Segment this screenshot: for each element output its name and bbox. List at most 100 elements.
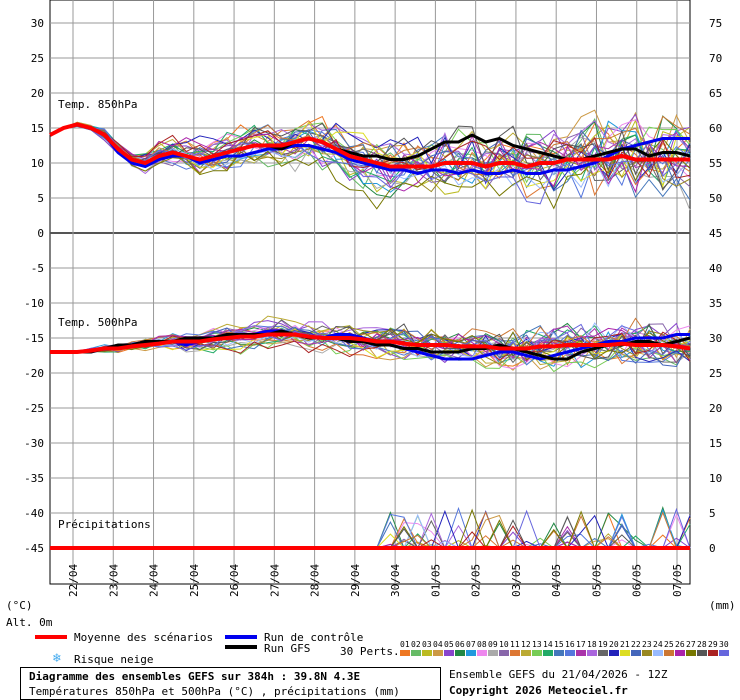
pert-swatch xyxy=(466,650,476,656)
right-tick-label: 35 xyxy=(709,297,722,310)
gfs-run-500-line xyxy=(50,329,691,361)
pert-number: 01 xyxy=(400,640,410,649)
left-tick-label: -35 xyxy=(24,472,44,485)
chart-grid xyxy=(49,0,691,585)
right-tick-label: 20 xyxy=(709,402,722,415)
left-tick-label: 10 xyxy=(31,157,44,170)
pert-swatch xyxy=(565,650,575,656)
left-tick-label: -40 xyxy=(24,507,44,520)
right-tick-label: 75 xyxy=(709,17,722,30)
date-tick-label: 06/05 xyxy=(631,564,644,597)
left-tick-label: 20 xyxy=(31,87,44,100)
date-tick-label: 01/05 xyxy=(429,564,442,597)
right-tick-label: 0 xyxy=(709,542,716,555)
date-tick-label: 26/04 xyxy=(228,564,241,597)
info-box: Diagramme des ensembles GEFS sur 384h : … xyxy=(20,667,441,700)
pert-number: 26 xyxy=(675,640,685,649)
pert-number: 21 xyxy=(620,640,630,649)
legend-mean-label: Moyenne des scénarios xyxy=(74,631,213,644)
pert-number: 27 xyxy=(686,640,696,649)
pert-number: 12 xyxy=(521,640,531,649)
pert-swatch xyxy=(433,650,443,656)
pert-swatch xyxy=(422,650,432,656)
date-axis-ticks: 22/04 23/04 24/04 25/04 26/04 27/04 28/04 29/04… xyxy=(67,564,684,597)
date-tick-label: 29/04 xyxy=(349,564,362,597)
pert-number: 20 xyxy=(609,640,619,649)
pert-number: 17 xyxy=(576,640,586,649)
member-line xyxy=(49,124,691,190)
left-tick-label: -30 xyxy=(24,437,44,450)
pert-number: 16 xyxy=(565,640,575,649)
pert-swatch xyxy=(598,650,608,656)
pert-swatch xyxy=(587,650,597,656)
pert-swatch xyxy=(686,650,696,656)
main-run-lines xyxy=(49,122,691,550)
right-tick-label: 15 xyxy=(709,437,722,450)
left-tick-label: 0 xyxy=(37,227,44,240)
pert-swatch xyxy=(576,650,586,656)
pert-swatch xyxy=(609,650,619,656)
pert-number: 24 xyxy=(653,640,663,649)
legend-control-label: Run de contrôle xyxy=(264,631,363,644)
left-tick-label: 5 xyxy=(37,192,44,205)
date-tick-label: 25/04 xyxy=(188,564,201,597)
pert-number: 08 xyxy=(477,640,487,649)
right-tick-label: 55 xyxy=(709,157,722,170)
date-tick-label: 27/04 xyxy=(268,564,281,597)
left-tick-label: -45 xyxy=(24,542,44,555)
pert-number: 04 xyxy=(433,640,443,649)
right-tick-label: 70 xyxy=(709,52,722,65)
left-axis-ticks: 30 25 20 15 10 5 0 -5 -10 -15 -20 -25 -30 -35 -40 -45 xyxy=(24,17,44,555)
pert-swatch xyxy=(554,650,564,656)
pert-number: 29 xyxy=(708,640,718,649)
pert-swatch xyxy=(477,650,487,656)
pert-number: 25 xyxy=(664,640,674,649)
pert-number: 28 xyxy=(697,640,707,649)
pert-swatch xyxy=(521,650,531,656)
date-tick-label: 05/05 xyxy=(590,564,603,597)
member-line xyxy=(49,123,691,210)
member-line xyxy=(49,123,691,194)
date-tick-label: 30/04 xyxy=(389,564,402,597)
label-precip: Précipitations xyxy=(58,518,151,531)
pert-swatch xyxy=(400,650,410,656)
pert-swatch xyxy=(488,650,498,656)
pert-number: 18 xyxy=(587,640,597,649)
date-tick-label: 07/05 xyxy=(671,564,684,597)
left-tick-label: -10 xyxy=(24,297,44,310)
pert-swatch xyxy=(697,650,707,656)
date-tick-label: 02/05 xyxy=(470,564,483,597)
right-unit-label: (mm) xyxy=(709,599,736,612)
mean-850-line xyxy=(49,122,690,169)
altitude-label: Alt. 0m xyxy=(6,616,53,629)
left-tick-label: 30 xyxy=(31,17,44,30)
label-t850: Temp. 850hPa xyxy=(58,98,137,111)
member-line xyxy=(49,323,691,359)
date-tick-label: 23/04 xyxy=(107,564,120,597)
left-tick-label: 15 xyxy=(31,122,44,135)
run-label: Ensemble GEFS du 21/04/2026 - 12Z xyxy=(449,668,668,681)
pert-swatch xyxy=(411,650,421,656)
chart-title: Diagramme des ensembles GEFS sur 384h : … xyxy=(29,670,361,683)
date-tick-label: 24/04 xyxy=(148,564,161,597)
member-line xyxy=(49,115,691,176)
pert-swatch xyxy=(444,650,454,656)
pert-number: 11 xyxy=(510,640,520,649)
snowflake-icon: ❄ xyxy=(52,651,61,666)
pert-number: 13 xyxy=(532,640,542,649)
right-tick-label: 65 xyxy=(709,87,722,100)
pert-swatch xyxy=(510,650,520,656)
pert-number: 22 xyxy=(631,640,641,649)
pert-number: 06 xyxy=(455,640,465,649)
pert-swatch xyxy=(499,650,509,656)
pert-swatch xyxy=(675,650,685,656)
date-tick-label: 22/04 xyxy=(67,564,80,597)
right-tick-label: 25 xyxy=(709,367,722,380)
pert-number: 19 xyxy=(598,640,608,649)
left-tick-label: -25 xyxy=(24,402,44,415)
right-tick-label: 5 xyxy=(709,507,716,520)
pert-number: 05 xyxy=(444,640,454,649)
pert-number: 07 xyxy=(466,640,476,649)
pert-swatch xyxy=(455,650,465,656)
